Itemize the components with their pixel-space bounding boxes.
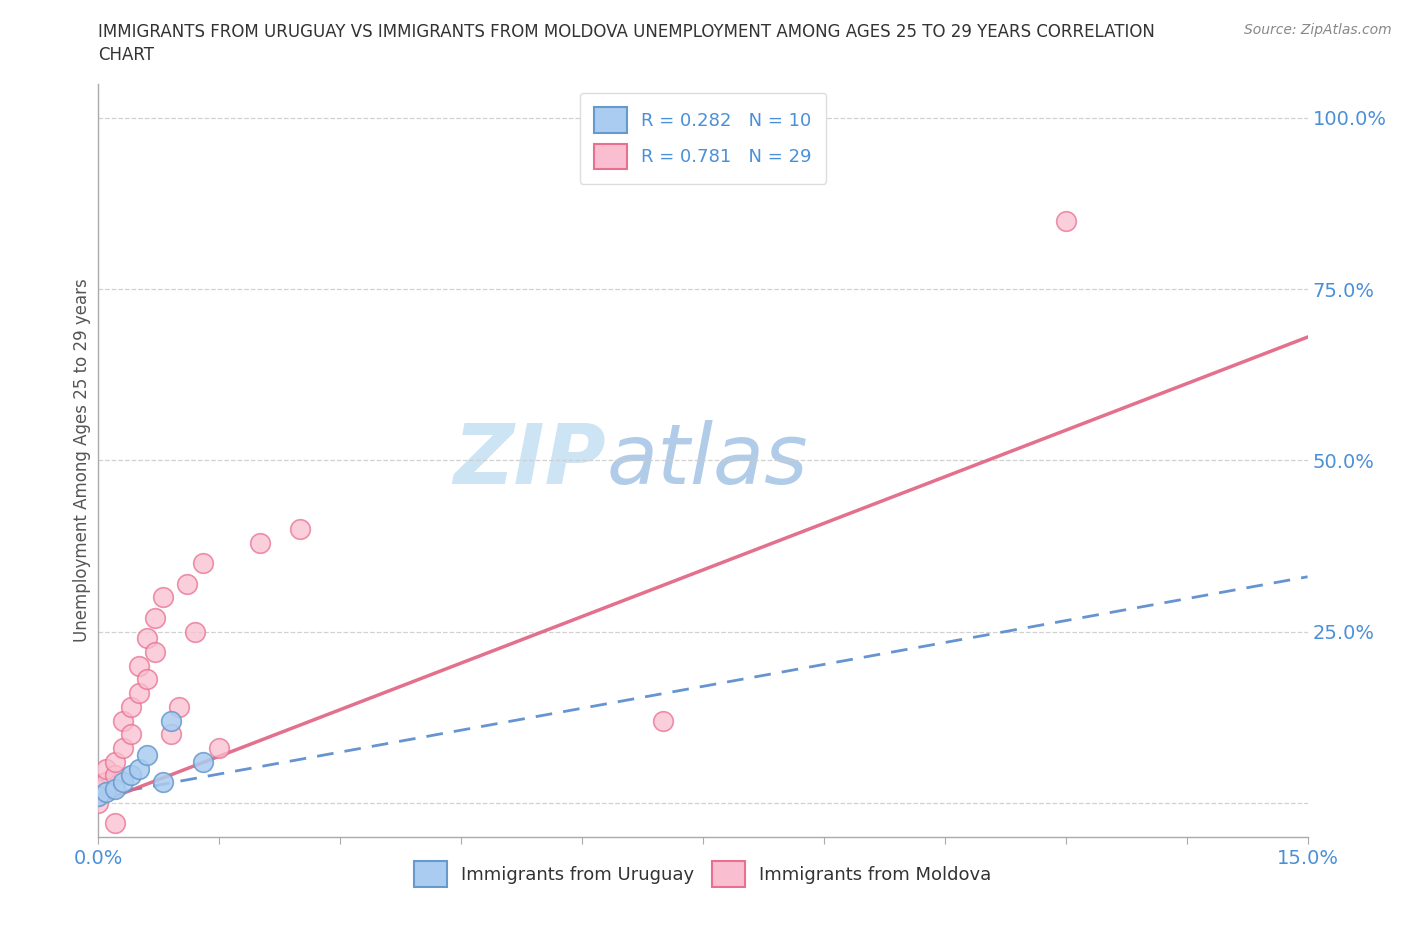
Text: ZIP: ZIP: [454, 419, 606, 501]
Point: [111, 713, 134, 728]
Point: [103, 781, 125, 796]
Text: CHART: CHART: [98, 46, 155, 64]
Point: [120, 727, 142, 742]
Point: [103, 768, 125, 783]
Point: [96, 775, 118, 790]
Point: [160, 727, 183, 742]
Point: [651, 713, 673, 728]
Point: [96, 785, 118, 800]
Point: [135, 672, 157, 687]
Point: [249, 535, 271, 550]
Point: [87, 795, 110, 810]
Point: [103, 754, 125, 769]
Point: [103, 816, 125, 830]
Y-axis label: Unemployment Among Ages 25 to 29 years: Unemployment Among Ages 25 to 29 years: [73, 278, 91, 643]
Point: [288, 522, 311, 537]
Point: [143, 644, 166, 659]
Point: [128, 685, 150, 700]
Point: [152, 775, 174, 790]
Point: [160, 713, 183, 728]
Text: atlas: atlas: [606, 419, 808, 501]
Point: [120, 699, 142, 714]
Point: [193, 555, 215, 570]
Point: [87, 789, 110, 804]
Point: [176, 577, 198, 591]
Point: [96, 761, 118, 776]
Point: [128, 761, 150, 776]
Point: [167, 699, 190, 714]
Point: [184, 624, 207, 639]
Point: [128, 658, 150, 673]
Text: IMMIGRANTS FROM URUGUAY VS IMMIGRANTS FROM MOLDOVA UNEMPLOYMENT AMONG AGES 25 TO: IMMIGRANTS FROM URUGUAY VS IMMIGRANTS FR…: [98, 23, 1156, 41]
Point: [135, 631, 157, 645]
Legend: Immigrants from Uruguay, Immigrants from Moldova: Immigrants from Uruguay, Immigrants from…: [405, 852, 1001, 896]
Point: [111, 740, 134, 755]
Point: [152, 590, 174, 604]
Point: [208, 740, 231, 755]
Point: [1054, 213, 1077, 228]
Point: [111, 775, 134, 790]
Point: [193, 754, 215, 769]
Text: Source: ZipAtlas.com: Source: ZipAtlas.com: [1244, 23, 1392, 37]
Point: [87, 781, 110, 796]
Point: [143, 610, 166, 625]
Point: [87, 789, 110, 804]
Point: [120, 768, 142, 783]
Point: [135, 748, 157, 763]
